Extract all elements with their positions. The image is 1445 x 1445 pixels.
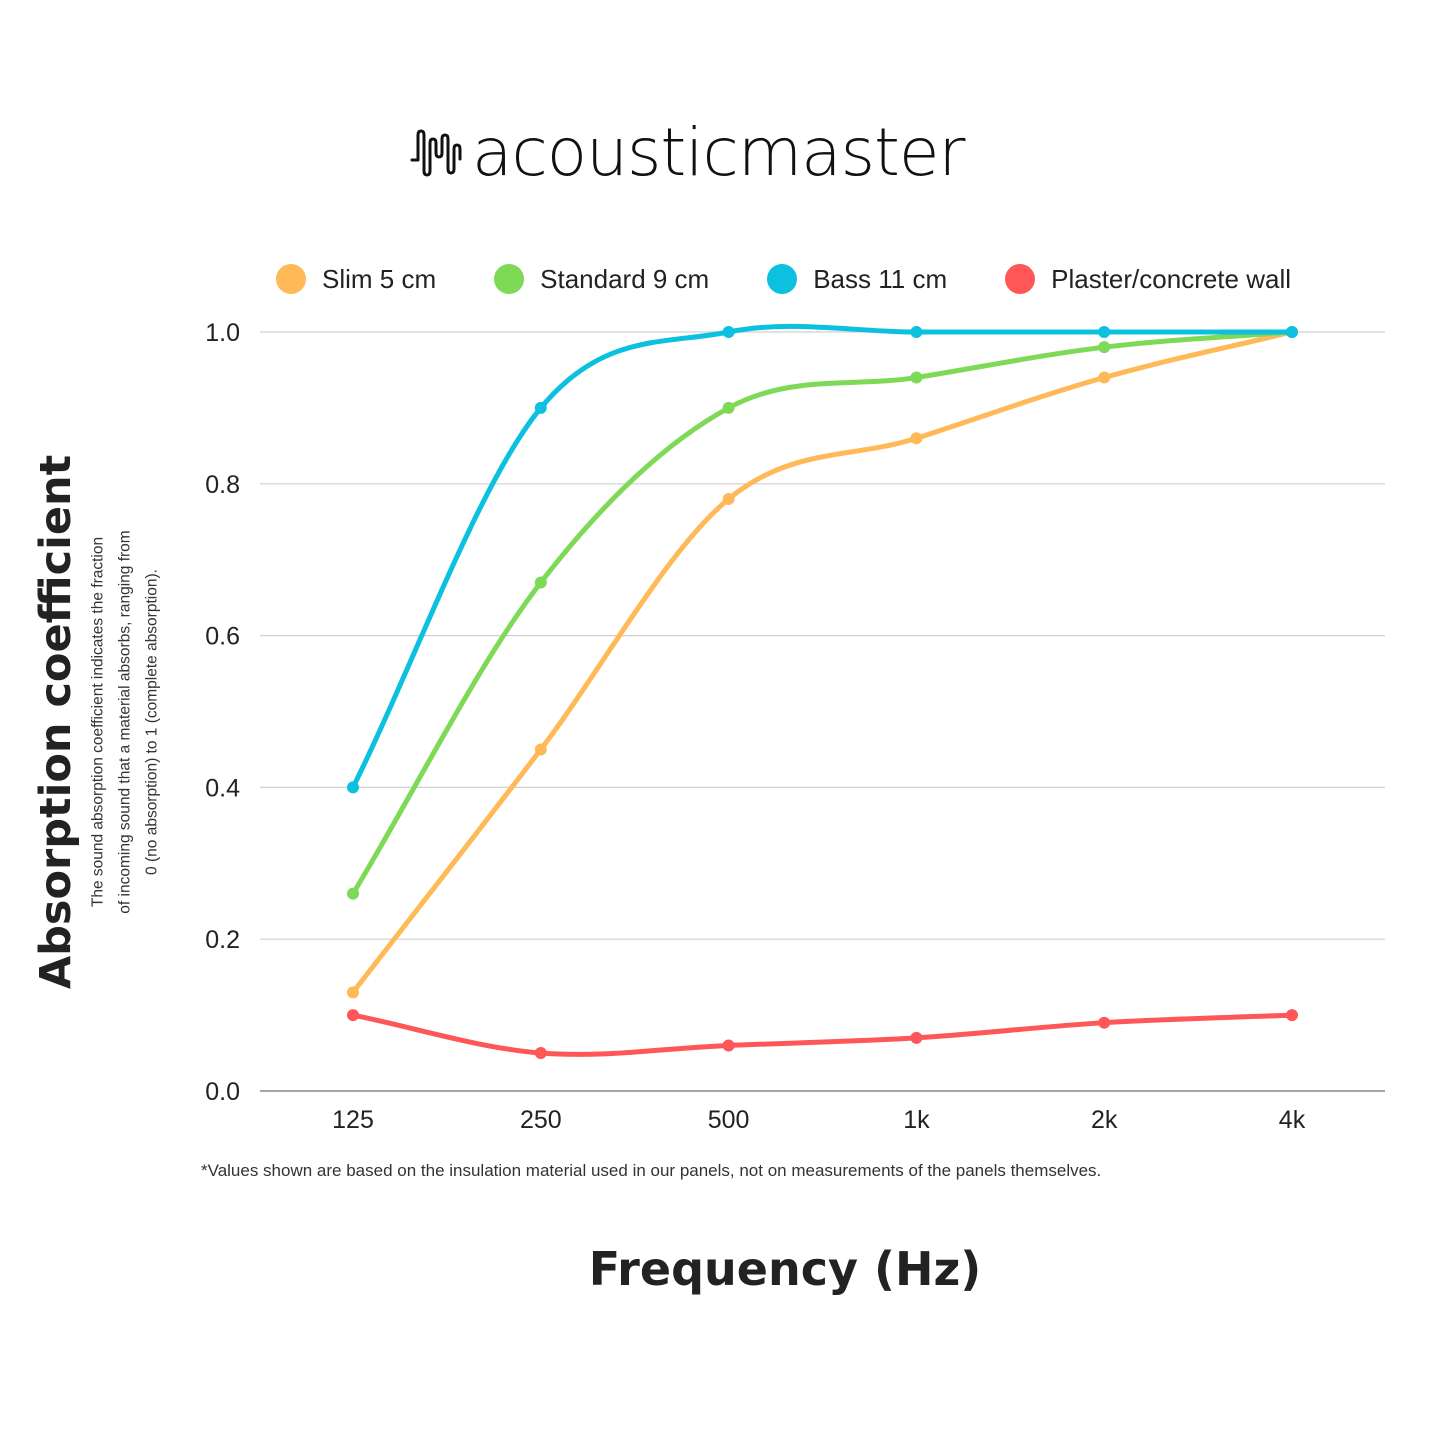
data-point-slim <box>910 432 923 445</box>
series-line-bass <box>350 323 1295 790</box>
y-tick-label: 0.6 <box>205 623 240 651</box>
data-point-bass <box>1098 326 1111 338</box>
x-tick-label: 250 <box>520 1106 562 1134</box>
chart-legend: Slim 5 cm Standard 9 cm Bass 11 cm Plaster/… <box>276 260 1291 298</box>
brand-logo: acousticmaster <box>410 118 1040 188</box>
legend-item-bass: Bass 11 cm <box>767 264 947 295</box>
sound-wave-icon <box>410 129 462 177</box>
data-point-bass <box>347 781 359 794</box>
data-point-bass <box>910 326 923 338</box>
data-point-bass <box>534 401 547 414</box>
data-point-standard <box>1098 341 1111 354</box>
series-line-plaster <box>350 1012 1295 1057</box>
data-point-plaster <box>347 1009 359 1022</box>
y-tick-label: 0.0 <box>205 1078 240 1106</box>
data-point-slim <box>347 986 359 999</box>
legend-dot-icon <box>1005 264 1036 294</box>
data-point-standard <box>722 401 735 414</box>
data-point-plaster <box>910 1031 923 1044</box>
x-tick-label: 500 <box>708 1106 750 1134</box>
legend-item-plaster: Plaster/concrete wall <box>1005 264 1291 295</box>
legend-item-standard: Standard 9 cm <box>494 264 709 295</box>
data-point-standard <box>347 887 359 900</box>
series-line-slim <box>350 329 1295 995</box>
y-tick-label: 0.8 <box>205 471 240 499</box>
x-tick-label: 125 <box>332 1106 374 1134</box>
legend-dot-icon <box>494 264 525 294</box>
data-point-slim <box>1098 371 1111 384</box>
legend-dot-icon <box>276 264 306 294</box>
data-point-slim <box>722 492 735 505</box>
x-tick-label: 1k <box>903 1106 930 1134</box>
brand-name: acousticmaster <box>472 114 966 191</box>
data-point-slim <box>534 743 547 756</box>
x-axis-title: Frequency (Hz) <box>588 1242 982 1296</box>
data-point-plaster <box>534 1047 547 1060</box>
footnote: *Values shown are based on the insulatio… <box>201 1161 1102 1180</box>
data-point-standard <box>534 576 547 589</box>
legend-label: Standard 9 cm <box>540 263 710 294</box>
data-point-plaster <box>1286 1009 1298 1022</box>
data-point-bass <box>722 326 735 338</box>
y-tick-label: 0.2 <box>205 926 240 954</box>
data-point-standard <box>910 371 923 384</box>
legend-label: Slim 5 cm <box>322 263 437 294</box>
legend-item-slim: Slim 5 cm <box>276 264 436 295</box>
y-tick-label: 0.4 <box>205 774 240 802</box>
y-tick-label: 1.0 <box>205 319 240 347</box>
legend-label: Plaster/concrete wall <box>1051 263 1292 294</box>
legend-dot-icon <box>767 264 798 294</box>
x-tick-label: 2k <box>1091 1106 1118 1134</box>
data-point-bass <box>1286 326 1298 338</box>
data-point-plaster <box>1098 1016 1111 1029</box>
legend-label: Bass 11 cm <box>813 263 948 294</box>
data-point-plaster <box>722 1039 735 1052</box>
x-tick-label: 4k <box>1279 1106 1306 1134</box>
